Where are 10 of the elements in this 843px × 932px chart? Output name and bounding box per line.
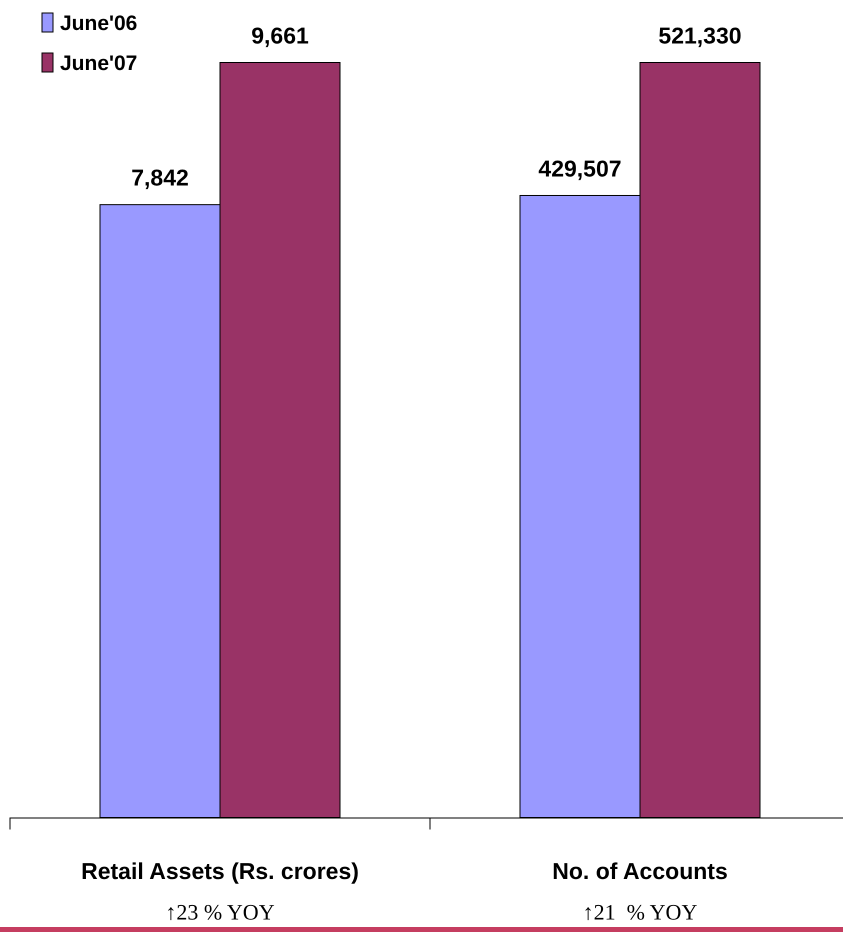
data-label: 429,507 bbox=[538, 155, 622, 182]
legend-label: June'06 bbox=[60, 12, 138, 35]
legend-label: June'07 bbox=[60, 52, 138, 75]
data-label: 9,661 bbox=[251, 22, 309, 48]
data-label: 521,330 bbox=[658, 22, 742, 48]
text: ↑21 % YOY bbox=[582, 900, 698, 924]
x-tick-label: Retail Assets (Rs. crores) bbox=[81, 858, 359, 884]
text: ↑23 % YOY bbox=[165, 900, 275, 924]
x-tick-label: No. of Accounts bbox=[552, 858, 728, 884]
data-label: 7,842 bbox=[131, 164, 189, 191]
